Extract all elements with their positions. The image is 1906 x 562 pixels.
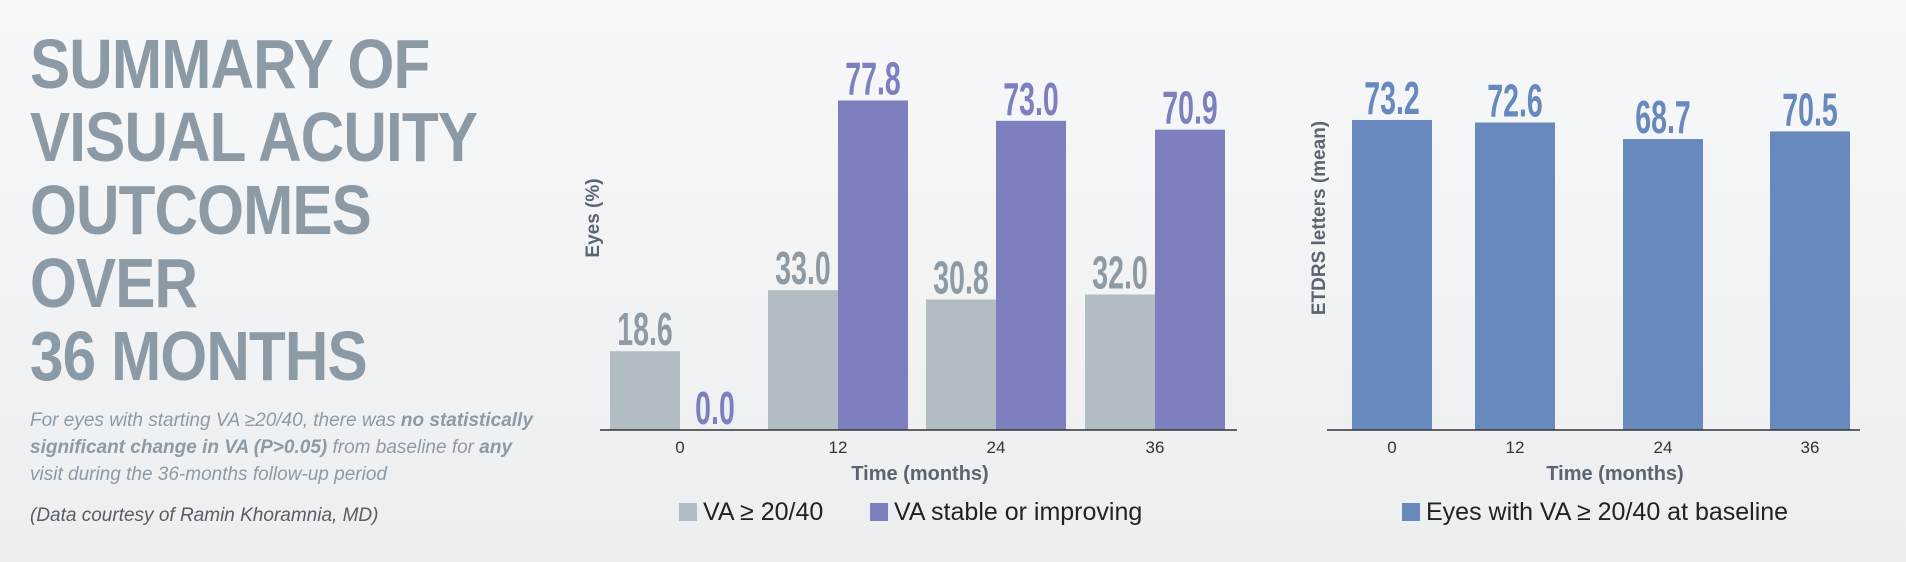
bar-value-label: 30.8: [933, 253, 989, 305]
x-axis-title: Time (months): [1546, 463, 1683, 485]
x-axis-title: Time (months): [851, 463, 988, 485]
title-line: OUTCOMES OVER: [30, 171, 372, 322]
legend-swatch-baseline: [1402, 503, 1420, 521]
bar-value-label: 18.6: [617, 304, 673, 356]
note-emphasis: any: [479, 437, 513, 458]
bar-value-label: 73.0: [1003, 74, 1059, 126]
legend-label: VA ≥ 20/40: [703, 498, 823, 526]
bar-value-label: 0.0: [695, 383, 735, 435]
bar-va-stable: [1155, 129, 1225, 430]
bar-value-label: 72.6: [1487, 76, 1543, 128]
bar-va-20-40: [610, 351, 680, 430]
y-axis-title: ETDRS letters (mean): [1309, 121, 1330, 315]
bar-value-label: 73.2: [1364, 73, 1420, 125]
bar-value-label: 33.0: [775, 243, 831, 295]
x-tick-label: 0: [675, 438, 684, 457]
x-tick-label: 36: [1801, 438, 1820, 457]
note-text: from baseline for: [327, 437, 480, 458]
title-line: SUMMARY OF: [30, 25, 430, 103]
page-title: SUMMARY OF VISUAL ACUITY OUTCOMES OVER 3…: [30, 25, 478, 395]
data-credit: (Data courtesy of Ramin Khoramnia, MD): [30, 505, 379, 526]
bar-va-20-40: [926, 299, 996, 430]
x-tick-label: 36: [1146, 438, 1165, 457]
bar-etdrs-letters: [1352, 119, 1432, 430]
note-text: visit during the 36-months follow-up per…: [30, 464, 387, 485]
x-tick-label: 24: [1654, 438, 1673, 457]
note-text: For eyes with starting VA ≥20/40, there …: [30, 410, 401, 431]
legend-label: Eyes with VA ≥ 20/40 at baseline: [1426, 498, 1788, 526]
bar-va-stable: [996, 120, 1066, 430]
bar-etdrs-letters: [1770, 131, 1850, 431]
y-axis-title: Eyes (%): [583, 178, 604, 257]
title-line: VISUAL ACUITY: [30, 98, 478, 176]
bar-va-20-40: [1085, 294, 1155, 430]
x-tick-label: 12: [829, 438, 848, 457]
bar-value-label: 68.7: [1635, 92, 1691, 144]
legend-label: VA stable or improving: [894, 498, 1142, 526]
bar-etdrs-letters: [1623, 139, 1703, 431]
x-tick-label: 12: [1506, 438, 1525, 457]
bar-etdrs-letters: [1475, 122, 1555, 431]
bar-value-label: 32.0: [1092, 248, 1148, 300]
legend-swatch-va-20-40: [679, 503, 697, 521]
bar-va-20-40: [768, 290, 838, 430]
x-tick-label: 0: [1387, 438, 1396, 457]
bar-va-stable: [838, 100, 908, 431]
title-line: 36 MONTHS: [30, 317, 368, 395]
bar-value-label: 70.9: [1162, 83, 1218, 135]
legend-swatch-va-stable: [870, 503, 888, 521]
x-tick-label: 24: [987, 438, 1006, 457]
study-note: For eyes with starting VA ≥20/40, there …: [30, 407, 550, 488]
note-emphasis: no statistically significant change in V…: [30, 410, 533, 458]
bar-value-label: 70.5: [1782, 85, 1838, 137]
bar-value-label: 77.8: [845, 54, 901, 106]
